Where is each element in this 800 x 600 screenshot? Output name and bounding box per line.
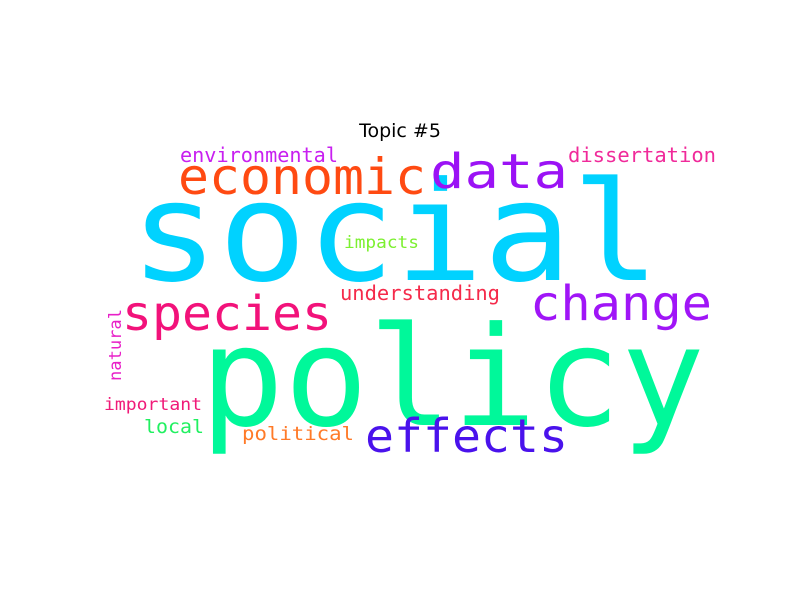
word-natural: natural (106, 309, 126, 381)
word-impacts: impacts (344, 233, 419, 253)
word-policy: policy (200, 297, 705, 458)
word-local: local (144, 416, 204, 438)
word-important: important (104, 395, 202, 415)
word-understanding: understanding (340, 281, 500, 305)
figure-title: Topic #5 (359, 120, 441, 142)
word-effects: effects (365, 409, 568, 463)
word-social: social (130, 152, 660, 313)
word-change: change (530, 276, 712, 332)
word-data: data (430, 144, 568, 200)
word-environmental: environmental (180, 143, 338, 167)
word-dissertation: dissertation (568, 143, 716, 167)
word-species: species (122, 286, 332, 342)
word-political: political (242, 423, 354, 445)
word-economic: economic (178, 148, 426, 206)
